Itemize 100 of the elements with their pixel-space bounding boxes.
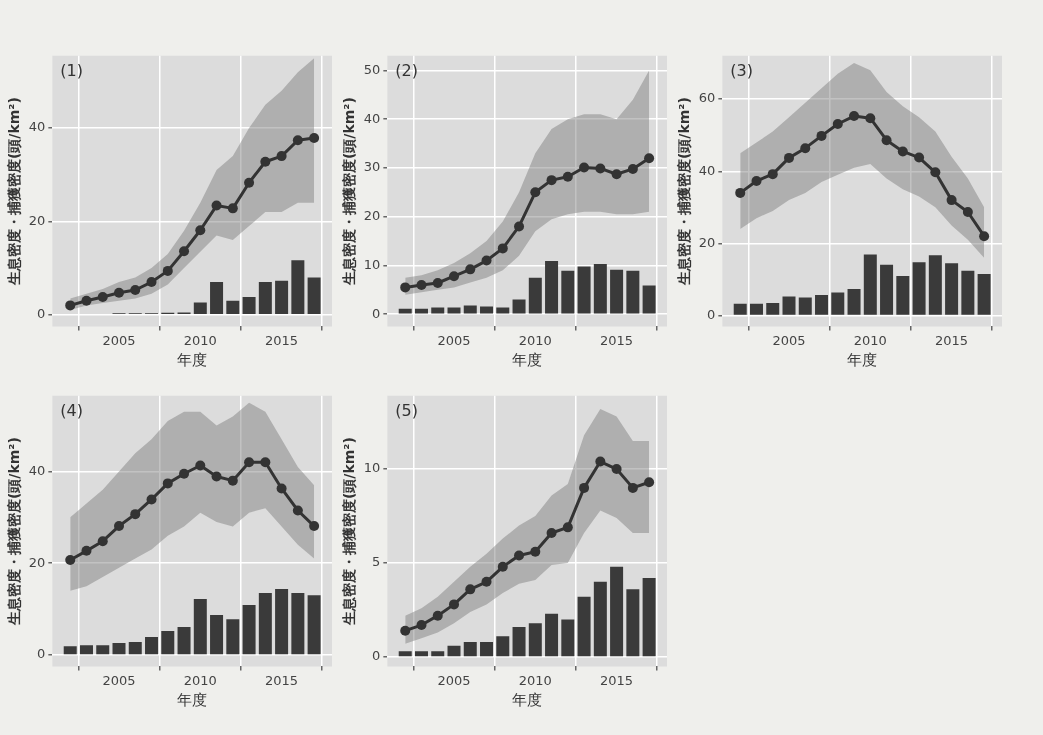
point (514, 221, 525, 232)
y-axis-title: 生息密度・捕獲密度(頭/km²) (6, 437, 23, 627)
bar (275, 280, 289, 314)
bar (815, 295, 829, 315)
point (865, 113, 876, 124)
y-axis-title: 生息密度・捕獲密度(頭/km²) (676, 97, 693, 287)
chart-title: (1) (60, 60, 84, 80)
point (179, 468, 190, 479)
bar (610, 269, 624, 314)
x-tick-label: 2015 (265, 672, 299, 688)
bar (463, 641, 477, 657)
bar (626, 589, 640, 657)
y-tick-label: 40 (698, 162, 716, 178)
point (627, 163, 638, 174)
x-tick-label: 2005 (772, 332, 806, 348)
point (114, 287, 125, 298)
bar (577, 596, 591, 657)
x-axis-title: 年度 (177, 690, 208, 709)
chart-title: (2) (395, 60, 419, 80)
y-axis-title: 生息密度・捕獲密度(頭/km²) (341, 97, 358, 287)
bar (545, 261, 559, 314)
point (276, 151, 287, 162)
bar (177, 626, 191, 655)
bar (561, 619, 575, 657)
chart-title: (5) (395, 400, 419, 420)
point (595, 163, 606, 174)
bar (226, 619, 240, 655)
point (146, 277, 157, 288)
bar (480, 641, 494, 657)
point (276, 483, 287, 494)
bar (528, 277, 542, 314)
x-axis-title: 年度 (847, 350, 878, 369)
bar (210, 615, 224, 655)
point (211, 471, 222, 482)
point (260, 457, 271, 468)
x-tick-label: 2010 (853, 332, 887, 348)
x-tick-label: 2010 (183, 332, 217, 348)
bar (480, 306, 494, 314)
point (546, 175, 557, 186)
point (162, 478, 173, 489)
bar (545, 613, 559, 657)
point (114, 521, 125, 532)
point (179, 246, 190, 257)
bar (577, 266, 591, 314)
x-tick-label: 2015 (600, 332, 634, 348)
bar (145, 637, 159, 655)
point (562, 522, 573, 533)
bar (512, 626, 526, 657)
bar (749, 303, 763, 315)
point (97, 536, 108, 547)
point (227, 203, 238, 214)
point (497, 561, 508, 572)
point (800, 143, 811, 154)
x-tick-label: 2010 (518, 672, 552, 688)
point (751, 176, 762, 186)
point (514, 550, 525, 561)
bar (193, 302, 207, 314)
x-tick-label: 2015 (265, 332, 299, 348)
point (260, 156, 271, 167)
point (579, 162, 590, 173)
point (530, 187, 541, 198)
point (735, 187, 746, 198)
point (595, 456, 606, 467)
point (244, 457, 255, 468)
point (130, 509, 141, 520)
bar (977, 274, 991, 315)
bar (447, 307, 461, 314)
bar (63, 646, 77, 655)
bar (242, 297, 256, 314)
bar (258, 282, 272, 314)
bar (431, 307, 445, 314)
y-tick-label: 60 (698, 90, 716, 106)
x-axis-title: 年度 (512, 690, 543, 709)
y-tick-label: 0 (707, 306, 716, 322)
bar (193, 598, 207, 655)
bar (593, 581, 607, 657)
y-tick-label: 40 (28, 462, 46, 478)
y-tick-label: 0 (37, 306, 46, 322)
y-tick-label: 20 (28, 554, 46, 570)
point (309, 521, 320, 532)
point (400, 625, 411, 636)
bar (798, 297, 812, 315)
point (292, 135, 303, 146)
point (481, 576, 492, 587)
bar (831, 292, 845, 315)
point (497, 243, 508, 254)
chart-title: (4) (60, 400, 84, 420)
point (432, 278, 443, 289)
bar (880, 264, 894, 315)
y-tick-label: 40 (28, 119, 46, 135)
bar (593, 263, 607, 314)
point (579, 482, 590, 493)
point (530, 546, 541, 557)
point (832, 118, 843, 129)
point (644, 153, 655, 164)
bar (258, 593, 272, 655)
y-tick-label: 10 (363, 460, 381, 476)
bar (945, 263, 959, 315)
y-tick-label: 10 (363, 256, 381, 272)
point (432, 610, 443, 621)
